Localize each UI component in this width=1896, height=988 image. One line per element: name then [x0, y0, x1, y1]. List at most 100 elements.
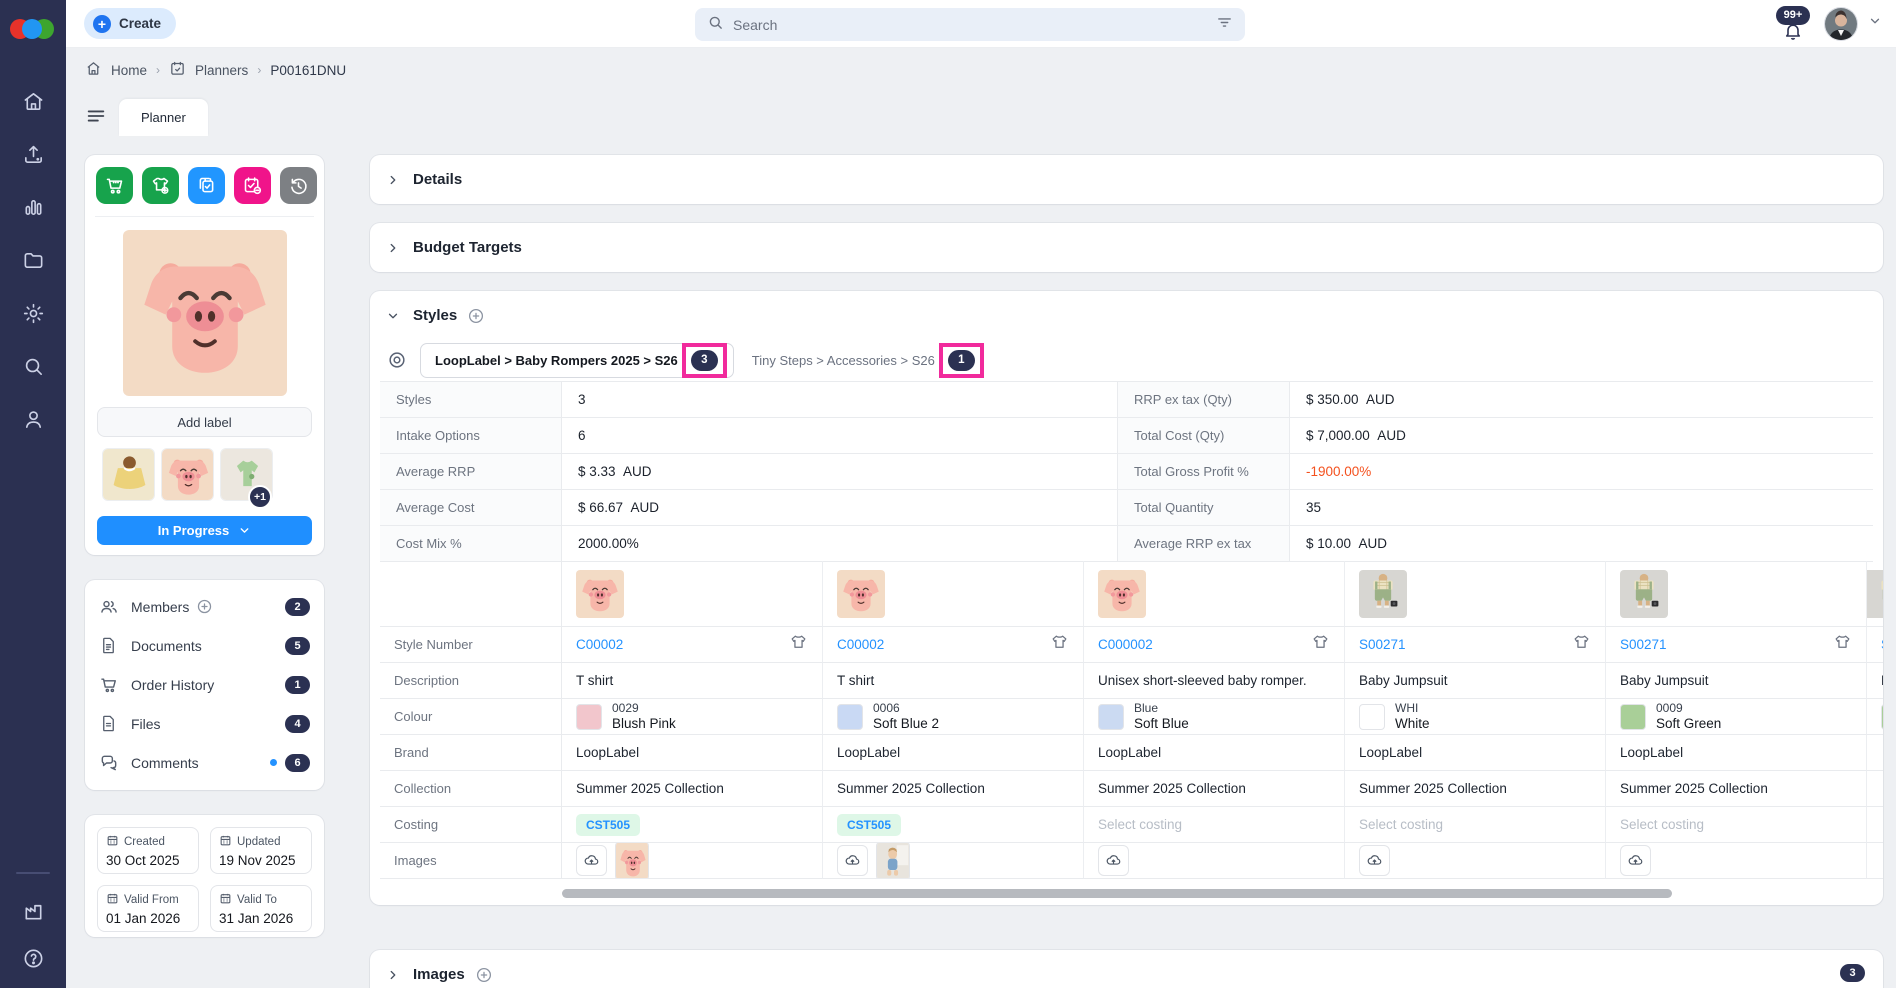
menu-icon[interactable]: [85, 105, 107, 127]
avatar[interactable]: [1824, 6, 1858, 41]
nav-item-documents[interactable]: Documents 5: [85, 626, 324, 665]
upload-image-button[interactable]: [837, 845, 868, 876]
style-number-link[interactable]: S00271: [1359, 637, 1406, 652]
create-button[interactable]: + Create: [84, 8, 177, 39]
upload-image-button[interactable]: [576, 845, 607, 876]
factory-icon[interactable]: [22, 900, 45, 923]
tab-tiny-steps-accessories[interactable]: Tiny Steps > Accessories > S26 1: [752, 342, 984, 378]
extra-images-badge[interactable]: +1: [248, 485, 272, 509]
brand-cell[interactable]: LoopLabel: [576, 745, 640, 760]
close-plan-button[interactable]: [234, 167, 271, 204]
horizontal-scrollbar[interactable]: [562, 889, 1672, 898]
collection-cell[interactable]: Summer 2025 Collection: [576, 781, 724, 796]
nav-item-files[interactable]: Files 4: [85, 704, 324, 743]
chevron-right-icon[interactable]: [386, 173, 400, 187]
add-label-button[interactable]: Add label: [97, 407, 312, 437]
folder-icon[interactable]: [22, 249, 45, 272]
tshirt-icon[interactable]: [1833, 633, 1852, 657]
search-input[interactable]: Search: [695, 8, 1245, 41]
nav-item-comments[interactable]: Comments 6: [85, 743, 324, 782]
collection-cell[interactable]: Summer 2025 Collection: [837, 781, 985, 796]
copy-plan-button[interactable]: [188, 167, 225, 204]
add-member-icon[interactable]: [196, 598, 213, 615]
style-number-link[interactable]: C00002: [576, 637, 624, 652]
chevron-down-icon[interactable]: [1868, 14, 1882, 33]
breadcrumb-planners[interactable]: Planners: [195, 62, 249, 78]
visibility-icon[interactable]: [382, 345, 412, 375]
breadcrumb-home[interactable]: Home: [111, 62, 148, 78]
chevron-down-icon[interactable]: [386, 309, 400, 323]
filter-icon[interactable]: [1216, 14, 1233, 36]
add-style-button[interactable]: [142, 167, 179, 204]
costing-chip[interactable]: CST505: [837, 813, 902, 836]
add-to-cart-button[interactable]: [96, 167, 133, 204]
settings-icon[interactable]: [22, 302, 45, 325]
profile-icon[interactable]: [22, 408, 45, 431]
style-number-link[interactable]: C000002: [1098, 637, 1153, 652]
tshirt-icon[interactable]: [1311, 633, 1330, 657]
style-image[interactable]: [576, 570, 624, 618]
calendar-icon: [219, 892, 232, 908]
breadcrumb-home-icon[interactable]: [85, 60, 102, 80]
add-style-icon[interactable]: [467, 307, 485, 325]
brand-cell[interactable]: LoopLabel: [1620, 745, 1684, 760]
search-nav-icon[interactable]: [22, 355, 45, 378]
help-icon[interactable]: [22, 947, 45, 970]
upload-image-button[interactable]: [1359, 845, 1390, 876]
tshirt-icon[interactable]: [1050, 633, 1069, 657]
select-costing-placeholder[interactable]: Select costing: [1359, 817, 1444, 832]
thumbnail-green-tee[interactable]: [220, 448, 273, 501]
colour-cell[interactable]: 0029 Blush Pink: [562, 699, 823, 735]
colour-cell[interactable]: 0006 Soft Blue 2: [823, 699, 1084, 735]
breadcrumb-planners-icon[interactable]: [169, 60, 186, 80]
upload-image-button[interactable]: [1620, 845, 1651, 876]
colour-swatch: [1620, 703, 1646, 730]
chevron-right-icon[interactable]: [386, 968, 400, 982]
style-image[interactable]: [1620, 570, 1668, 618]
home-icon[interactable]: [22, 90, 45, 113]
tshirt-icon[interactable]: [789, 633, 808, 657]
collection-cell[interactable]: Summer 2025 Collection: [1098, 781, 1246, 796]
brand-cell[interactable]: LoopLabel: [837, 745, 901, 760]
description-cell[interactable]: T shirt: [576, 673, 614, 688]
costing-chip[interactable]: CST505: [576, 813, 641, 836]
description-cell[interactable]: T shirt: [837, 673, 875, 688]
style-image[interactable]: [837, 570, 885, 618]
status-dropdown[interactable]: In Progress: [97, 516, 312, 545]
brand-cell[interactable]: LoopLabel: [1359, 745, 1423, 760]
collection-cell[interactable]: Summer 2025 Collection: [1620, 781, 1768, 796]
nav-item-members[interactable]: Members 2: [85, 587, 324, 626]
colour-cell[interactable]: WHI White: [1345, 699, 1606, 735]
select-costing-placeholder[interactable]: Select costing: [1620, 817, 1705, 832]
style-image[interactable]: [1098, 570, 1146, 618]
description-cell[interactable]: Unisex short-sleeved baby romper.: [1098, 673, 1307, 688]
colour-cell[interactable]: 0009 Soft Green: [1606, 699, 1867, 735]
tab-looplabel-baby-rompers[interactable]: LoopLabel > Baby Rompers 2025 > S26 3: [420, 342, 734, 378]
product-hero-image[interactable]: [123, 230, 287, 396]
tab-planner[interactable]: Planner: [119, 99, 208, 136]
style-number-link[interactable]: S00271: [1620, 637, 1667, 652]
history-button[interactable]: [280, 167, 317, 204]
chevron-right-icon[interactable]: [386, 241, 400, 255]
add-image-icon[interactable]: [475, 966, 493, 984]
nav-label: Files: [131, 715, 161, 732]
uploaded-image-thumb[interactable]: [615, 843, 649, 878]
upload-image-button[interactable]: [1098, 845, 1129, 876]
select-costing-placeholder[interactable]: Select costing: [1098, 817, 1183, 832]
analytics-icon[interactable]: [22, 196, 45, 219]
colour-cell[interactable]: Blue Soft Blue: [1084, 699, 1345, 735]
notifications-button[interactable]: 99+: [1774, 4, 1814, 44]
upload-icon[interactable]: [22, 143, 45, 166]
brand-cell[interactable]: LoopLabel: [1098, 745, 1162, 760]
thumbnail-yellow-outfit[interactable]: [102, 448, 155, 501]
description-cell[interactable]: Baby Jumpsuit: [1359, 673, 1448, 688]
thumbnail-pig-romper[interactable]: [161, 448, 214, 501]
app-logo[interactable]: [10, 16, 56, 42]
uploaded-image-thumb[interactable]: [876, 843, 910, 878]
description-cell[interactable]: Baby Jumpsuit: [1620, 673, 1709, 688]
tshirt-icon[interactable]: [1572, 633, 1591, 657]
nav-item-order-history[interactable]: Order History 1: [85, 665, 324, 704]
style-number-link[interactable]: C00002: [837, 637, 885, 652]
style-image[interactable]: [1359, 570, 1407, 618]
collection-cell[interactable]: Summer 2025 Collection: [1359, 781, 1507, 796]
